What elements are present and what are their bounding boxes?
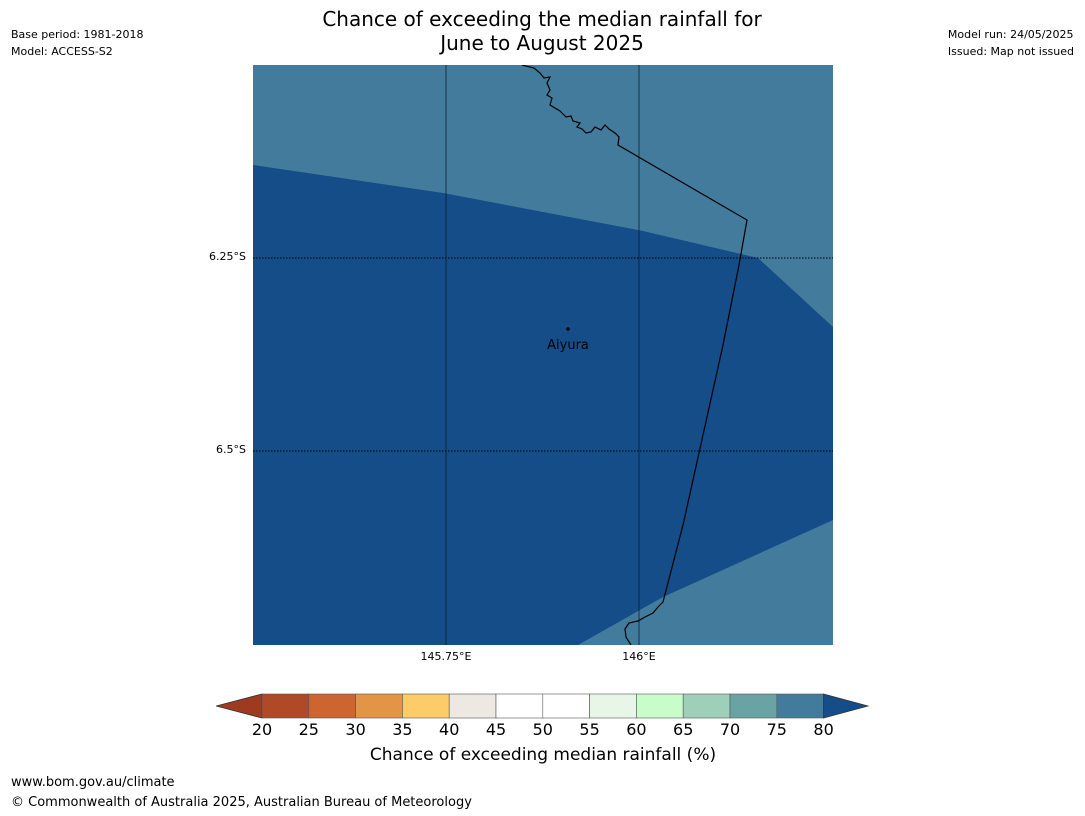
colorbar-tick-label: 55 — [579, 720, 600, 739]
lon-label-145-75: 145.75°E — [420, 650, 472, 663]
colorbar-segment — [402, 693, 450, 719]
colorbar-tick-label: 35 — [392, 720, 413, 739]
colorbar-segment — [776, 693, 824, 719]
colorbar-tick-label: 50 — [532, 720, 553, 739]
colorbar-segment — [636, 693, 684, 719]
aiyura-marker — [566, 327, 570, 331]
colorbar-segment — [729, 693, 778, 719]
colorbar-tick-label: 25 — [298, 720, 319, 739]
colorbar — [216, 693, 870, 719]
colorbar-segment — [355, 693, 403, 719]
colorbar-tick-label: 60 — [626, 720, 647, 739]
colorbar-segment — [448, 693, 497, 719]
colorbar-segment — [308, 693, 356, 719]
colorbar-tick-label: 30 — [345, 720, 366, 739]
colorbar-tick-label: 40 — [439, 720, 460, 739]
colorbar-tick-label: 65 — [673, 720, 694, 739]
colorbar-tick-label: 20 — [251, 720, 273, 739]
colorbar-tick-label: 75 — [766, 720, 787, 739]
colorbar-label: Chance of exceeding median rainfall (%) — [369, 745, 717, 765]
footer-url[interactable]: www.bom.gov.au/climate — [11, 775, 175, 790]
colorbar-segment — [589, 693, 637, 719]
colorbar-segment — [542, 693, 590, 719]
colorbar-low-extend — [216, 693, 263, 719]
map-svg: Aiyura — [253, 65, 833, 645]
model-run: Model run: 24/05/2025 — [947, 28, 1074, 41]
base-period: Base period: 1981-2018 — [11, 28, 144, 41]
colorbar-segment — [495, 693, 544, 719]
forecast-map[interactable]: Aiyura — [253, 65, 833, 645]
title-line-2: June to August 2025 — [440, 31, 644, 55]
colorbar-high-extend — [823, 693, 870, 719]
colorbar-tick-label: 80 — [813, 720, 834, 739]
footer-copyright: © Commonwealth of Australia 2025, Austra… — [11, 795, 472, 810]
lat-label-6-5: 6.5°S — [216, 443, 246, 456]
colorbar-segment — [261, 693, 310, 719]
lon-label-146: 146°E — [622, 650, 656, 663]
title-line-1: Chance of exceeding the median rainfall … — [322, 7, 762, 31]
aiyura-label: Aiyura — [547, 338, 589, 353]
colorbar-segments — [216, 693, 870, 719]
map-title: Chance of exceeding the median rainfall … — [252, 7, 832, 55]
lat-label-6-25: 6.25°S — [209, 250, 246, 263]
meta-right: Model run: 24/05/2025 Issued: Map not is… — [948, 26, 1074, 60]
region-dark-blue — [253, 165, 833, 645]
province-border — [521, 65, 748, 645]
model-name: Model: ACCESS-S2 — [11, 45, 113, 58]
colorbar-segment — [682, 693, 731, 719]
colorbar-tick-label: 45 — [485, 720, 507, 739]
issued-status: Issued: Map not issued — [947, 45, 1074, 58]
colorbar-tick-label: 70 — [719, 720, 741, 739]
meta-left: Base period: 1981-2018 Model: ACCESS-S2 — [11, 26, 143, 60]
